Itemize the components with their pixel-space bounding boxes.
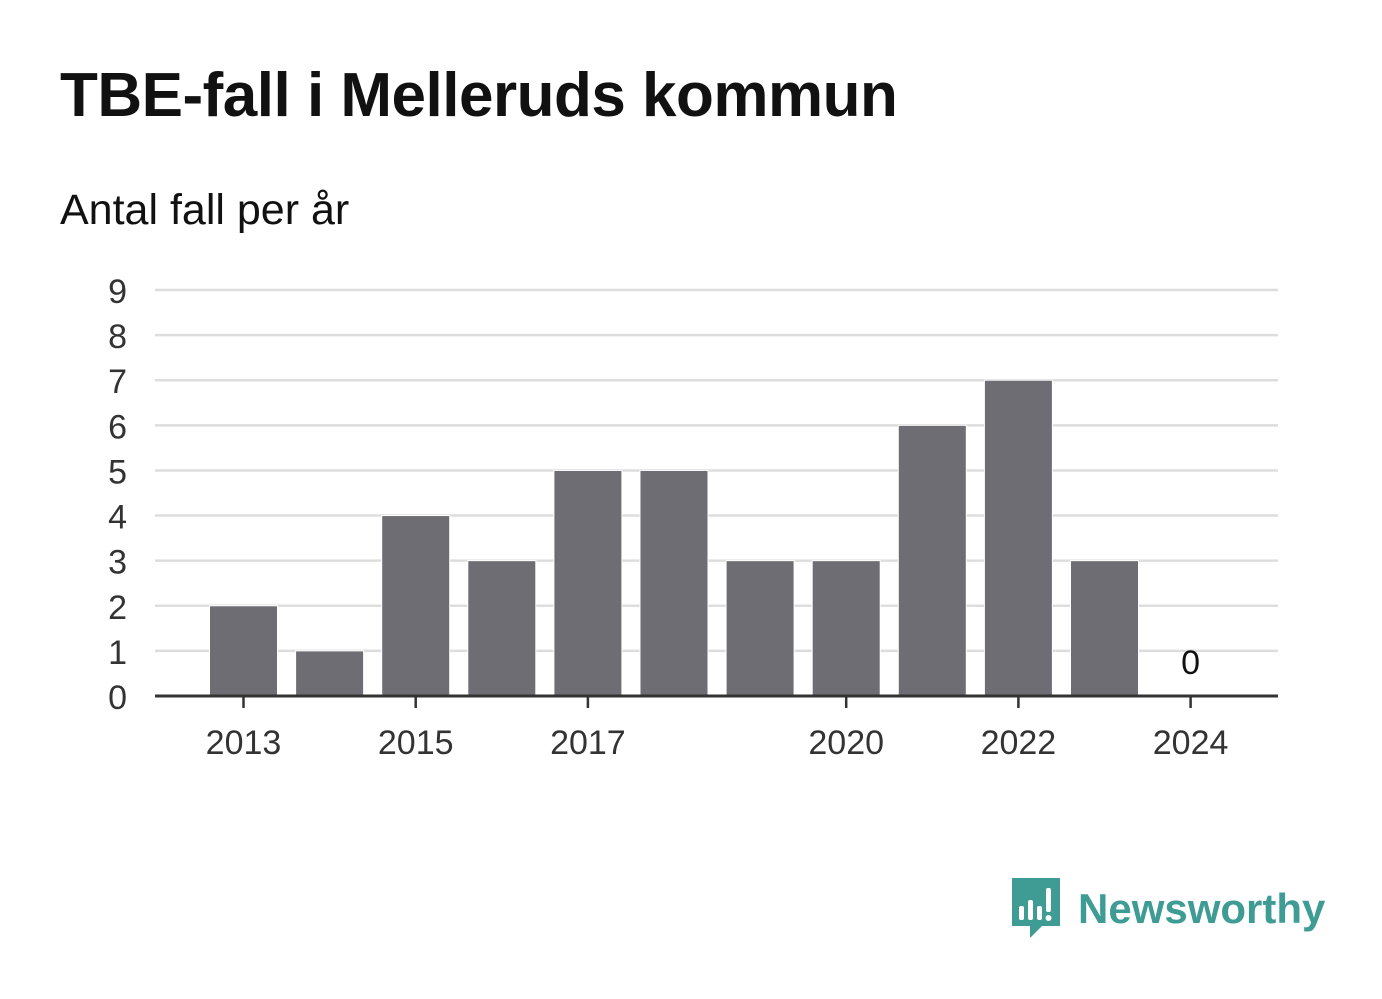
newsworthy-logo-icon [1012,878,1060,938]
chart-subtitle: Antal fall per år [60,186,350,234]
y-tick-label: 7 [108,363,127,401]
chart-title: TBE-fall i Melleruds kommun [60,61,898,130]
x-tick-label: 2022 [981,724,1057,762]
bar [381,515,451,697]
x-tick-label: 2015 [378,724,454,762]
y-tick-label: 3 [108,544,127,582]
y-tick-label: 5 [108,453,127,491]
bar [811,560,881,697]
y-tick-label: 6 [108,408,127,446]
bar [725,560,795,697]
bar [467,560,537,697]
brand-name: Newsworthy [1078,885,1326,932]
bar [553,469,623,697]
x-tick-label: 2020 [808,724,884,762]
bar [639,469,709,697]
brand: Newsworthy [1010,876,1325,942]
bar [209,605,278,697]
y-tick-label: 2 [108,589,127,627]
y-tick-label: 8 [108,318,127,356]
x-tick-label: 2013 [206,724,282,762]
x-tick-label: 2017 [550,724,626,762]
y-tick-label: 9 [108,273,127,311]
y-tick-label: 0 [108,679,127,717]
data-label: 0 [1181,644,1200,682]
x-tick-label: 2024 [1153,724,1229,762]
bar [897,424,967,697]
bar [1070,560,1139,697]
bar [983,379,1053,697]
bar [295,650,365,697]
y-tick-label: 1 [108,634,127,672]
y-tick-label: 4 [108,499,127,537]
